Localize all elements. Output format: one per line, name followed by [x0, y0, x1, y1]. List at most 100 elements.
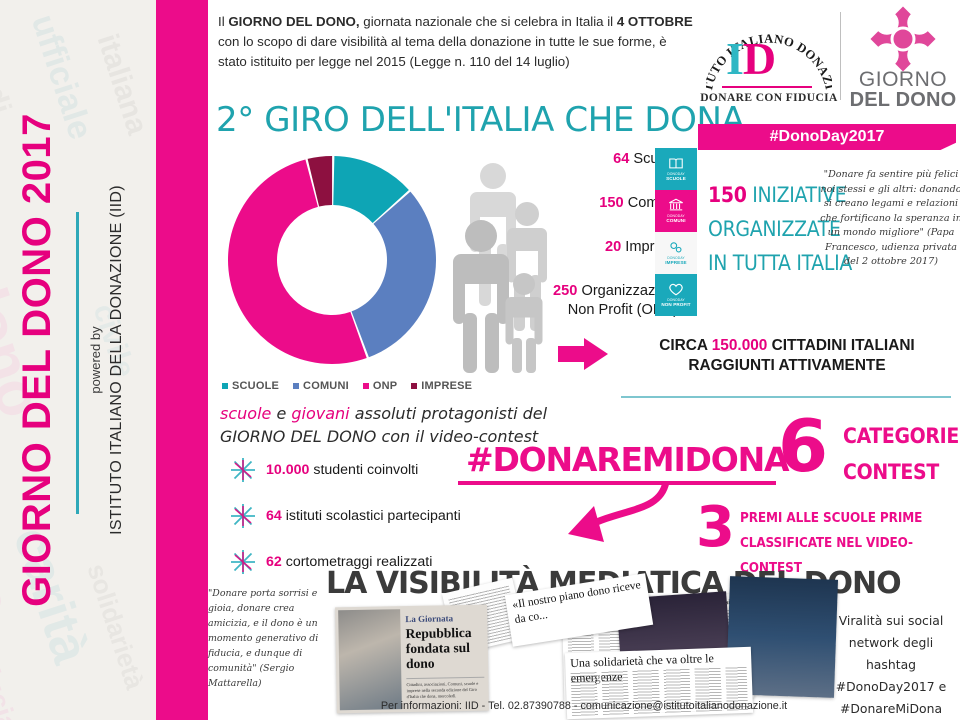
- stat-number: 250: [553, 283, 578, 299]
- stat-item-comuni: 150 Comuni: [508, 194, 678, 213]
- circa-number: 150.000: [711, 337, 768, 354]
- scuole-and: e: [271, 404, 292, 423]
- circa-post: CITTADINI ITALIANI: [767, 337, 915, 354]
- intro-a: Il: [218, 14, 229, 29]
- page-title: 2° GIRO DELL'ITALIA CHE DONA: [216, 100, 745, 140]
- legend-item-onp: ONP: [362, 380, 398, 392]
- stat-label-2: Non Profit (ONP): [567, 302, 678, 318]
- banner-organization: ISTITUTO ITALIANO DELLA DONAZIONE (IID): [108, 185, 125, 535]
- legend-label: IMPRESE: [421, 380, 473, 392]
- bullet-number: 64: [266, 508, 282, 524]
- legend-label: ONP: [372, 380, 398, 392]
- legend-item-imprese: IMPRESE: [411, 380, 472, 392]
- banner-title: GIORNO DEL DONO 2017: [14, 113, 59, 607]
- legend-label: COMUNI: [303, 380, 349, 392]
- stat-item-imprese: 20 Imprese: [508, 238, 678, 257]
- badge-imprese[interactable]: DONODAY IMPRESE: [655, 232, 697, 274]
- donut-chart-svg: [228, 156, 436, 364]
- iid-arc-text: ISTITUTO ITALIANO DONAZIONE: [706, 10, 832, 92]
- clipping-photo: [338, 609, 402, 711]
- stat-number: 150: [599, 195, 624, 211]
- pope-quote: "Donare fa sentire più felici noi stessi…: [820, 169, 960, 267]
- gdd-line-1: GIORNO: [858, 68, 948, 91]
- legend-item-comuni: COMUNI: [293, 380, 349, 392]
- categories-number: 6: [778, 404, 829, 488]
- intro-c: giornata nazionale che si celebra in Ita…: [359, 14, 617, 29]
- asterisk-star-icon: [231, 458, 255, 482]
- badge-small-label: DONODAY: [667, 214, 685, 218]
- stat-item-organizzazioni: 250 Organizzazioni Non Profit (ONP): [508, 282, 678, 320]
- banner-divider-line: [76, 212, 79, 514]
- content-area: Il GIORNO DEL DONO, giornata nazionale c…: [208, 0, 960, 720]
- hashtag-underline: [458, 481, 776, 485]
- diamond-flower-icon: [870, 6, 936, 72]
- legend-swatch: [222, 383, 228, 389]
- pink-accent-stripe: [156, 0, 208, 720]
- virality-text: Viralità sui social network degli hashta…: [820, 610, 960, 720]
- iid-rule: [722, 86, 812, 88]
- virality-line-1: Viralità sui social: [838, 613, 944, 628]
- bullet-item: 64 istituti scolastici partecipanti: [230, 498, 550, 534]
- giovani-word: giovani: [291, 404, 350, 423]
- chart-legend: SCUOLE COMUNI ONP IMPRESE: [222, 380, 472, 392]
- donut-slice-scuole: [333, 156, 409, 223]
- clipping-body: Cittadini, associazioni, Comuni, scuole …: [406, 676, 485, 701]
- schools-youth-line: scuole e giovani assoluti protagonisti d…: [220, 402, 580, 448]
- virality-line-4: #DonoDay2017 e: [835, 679, 947, 694]
- badge-comuni[interactable]: DONODAY COMUNI: [655, 190, 697, 232]
- arrow-right-icon: [558, 338, 608, 370]
- iid-letter-d: D: [742, 33, 776, 84]
- intro-d: 4 OTTOBRE: [616, 14, 693, 29]
- legend-swatch: [362, 383, 369, 389]
- asterisk-star-icon: [231, 504, 255, 528]
- donut-slice-imprese: [307, 156, 333, 207]
- badge-label: NON PROFIT: [661, 302, 691, 307]
- initiatives-word: INIZIATIVE: [752, 183, 847, 207]
- stat-item-scuole: 64 Scuole: [508, 150, 678, 169]
- heart-icon: [669, 283, 683, 296]
- circa-pre: CIRCA: [659, 337, 712, 354]
- prizes-label-2: CLASSIFICATE NEL VIDEO-CONTEST: [740, 536, 913, 576]
- bullet-text: 64 istituti scolastici partecipanti: [266, 508, 461, 524]
- scuole-line-2: GIORNO DEL DONO con il video-contest: [220, 427, 539, 446]
- bullet-text: 62 cortometraggi realizzati: [266, 554, 433, 570]
- badge-tiles: DONODAY SCUOLE DONODAY COMUNI DONODAY IMPRESE…: [655, 148, 697, 316]
- initiatives-line-2: ORGANIZZATE: [708, 217, 841, 241]
- bullet-text: 10.000 studenti coinvolti: [266, 462, 419, 478]
- iid-tagline: DONARE CON FIDUCIA: [700, 92, 838, 104]
- donaremidona-hashtag: #DONAREMIDONA: [466, 440, 790, 479]
- legend-swatch: [411, 383, 418, 389]
- badge-non-profit[interactable]: DONODAY NON PROFIT: [655, 274, 697, 316]
- badge-label: IMPRESE: [665, 260, 687, 265]
- virality-line-3: hashtag: [865, 657, 917, 672]
- book-icon: [669, 158, 683, 169]
- intro-paragraph: Il GIORNO DEL DONO, giornata nazionale c…: [218, 12, 698, 72]
- donut-chart: SCUOLE COMUNI ONP IMPRESE: [214, 148, 472, 398]
- badge-small-label: DONODAY: [667, 256, 685, 260]
- stat-label: Organizzazioni: [581, 283, 678, 299]
- scuole-rest: assoluti protagonisti del: [349, 404, 548, 423]
- bullet-list: 10.000 studenti coinvolti 64 istituti sc…: [230, 452, 550, 590]
- legend-item-scuole: SCUOLE: [222, 380, 279, 392]
- asterisk-star-icon: [231, 550, 255, 574]
- logo-block: ISTITUTO ITALIANO DONAZIONE ID DONARE CO…: [698, 6, 960, 156]
- footer-contact: Per informazioni: IID - Tel. 02.87390788…: [380, 700, 788, 712]
- initiatives-number: 150: [708, 183, 747, 207]
- clipping-kicker: La Giornata: [405, 613, 454, 625]
- badge-label: COMUNI: [666, 218, 686, 223]
- section-divider: [621, 396, 951, 398]
- logo-divider: [840, 12, 841, 100]
- left-banner: one di ufficiale italiana dono civile do…: [0, 0, 156, 720]
- donut-slice-comuni: [351, 191, 436, 358]
- bullet-number: 10.000: [266, 462, 310, 478]
- virality-line-2: network degli: [848, 635, 934, 650]
- iid-logo: ISTITUTO ITALIANO DONAZIONE ID DONARE CO…: [698, 6, 840, 118]
- categories-label: CATEGORIE CONTEST: [843, 418, 959, 490]
- bullet-item: 62 cortometraggi realizzati: [230, 544, 550, 580]
- badge-scuole[interactable]: DONODAY SCUOLE: [655, 148, 697, 190]
- stat-number: 64: [613, 151, 630, 167]
- badge-small-label: DONODAY: [667, 172, 685, 176]
- iid-monogram: ID: [726, 32, 776, 85]
- iid-letter-i: I: [726, 33, 744, 84]
